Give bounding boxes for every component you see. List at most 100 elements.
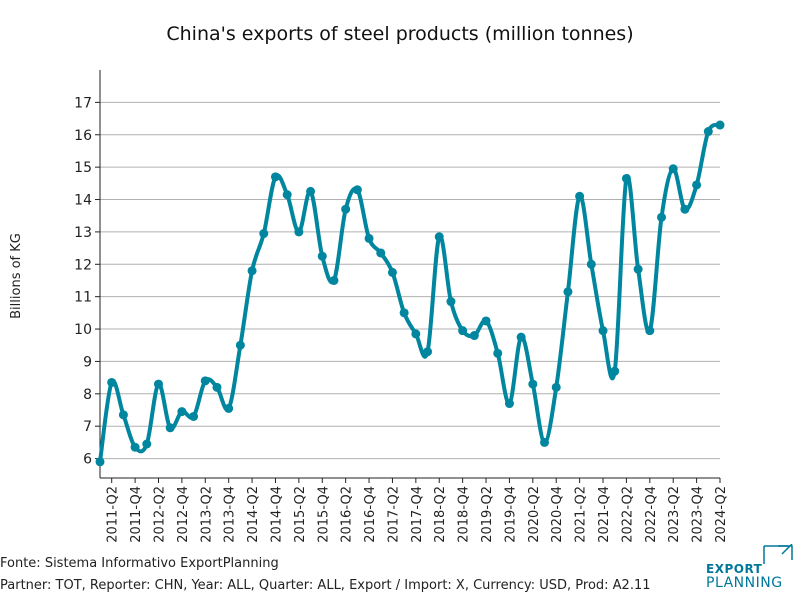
data-point-2015-Q4[interactable] [317, 251, 327, 261]
data-point-2023-Q1[interactable] [657, 212, 667, 222]
data-point-2012-Q4[interactable] [177, 407, 187, 417]
data-point-2022-Q2[interactable] [621, 173, 631, 183]
data-point-2012-Q2[interactable] [153, 379, 163, 389]
x-tick-label-2022-Q2: 2022-Q2 [620, 486, 635, 543]
data-point-2022-Q4[interactable] [645, 326, 655, 336]
data-point-2013-Q1[interactable] [189, 411, 199, 421]
y-tick-label-13: 13 [74, 225, 92, 241]
data-point-2021-Q3[interactable] [586, 259, 596, 269]
data-point-2023-Q2[interactable] [668, 164, 678, 174]
x-tick-label-2015-Q4: 2015-Q4 [316, 486, 331, 543]
data-point-2014-Q3[interactable] [259, 229, 269, 239]
data-point-2021-Q1[interactable] [563, 287, 573, 297]
x-tick-label-2017-Q4: 2017-Q4 [410, 486, 425, 543]
logo-text-export: EXPORT [706, 562, 763, 576]
x-tick-label-2016-Q2: 2016-Q2 [340, 486, 355, 543]
data-point-2020-Q4[interactable] [551, 382, 561, 392]
data-point-2021-Q4[interactable] [598, 326, 608, 336]
data-point-2016-Q1[interactable] [329, 275, 339, 285]
data-point-2022-Q1[interactable] [610, 366, 620, 376]
y-tick-label-16: 16 [74, 128, 92, 144]
data-point-2011-Q3[interactable] [118, 410, 128, 420]
data-point-2020-Q1[interactable] [516, 332, 526, 342]
y-tick-label-7: 7 [83, 419, 92, 435]
data-point-2023-Q3[interactable] [680, 204, 690, 214]
x-tick-label-2011-Q2: 2011-Q2 [106, 486, 121, 543]
gridlines [100, 101, 720, 460]
data-point-2017-Q2[interactable] [387, 267, 397, 277]
x-tick-label-2015-Q2: 2015-Q2 [293, 486, 308, 543]
x-tick-label-2016-Q4: 2016-Q4 [363, 486, 378, 543]
data-point-2011-Q4[interactable] [130, 442, 140, 452]
data-point-2019-Q3[interactable] [493, 348, 503, 358]
x-tick-label-2014-Q4: 2014-Q4 [269, 486, 284, 543]
data-point-2011-Q2[interactable] [107, 377, 117, 387]
data-point-2015-Q3[interactable] [306, 186, 316, 196]
x-tick-label-2023-Q2: 2023-Q2 [667, 486, 682, 543]
y-tick-label-14: 14 [74, 193, 92, 209]
data-point-2013-Q2[interactable] [200, 376, 210, 386]
data-point-2024-Q1[interactable] [703, 127, 713, 137]
data-point-2018-Q1[interactable] [423, 347, 433, 357]
y-tick-label-9: 9 [83, 354, 92, 370]
x-tick-label-2022-Q4: 2022-Q4 [644, 486, 659, 543]
series-exports [95, 120, 725, 467]
data-point-2020-Q2[interactable] [528, 379, 538, 389]
data-point-2012-Q1[interactable] [142, 439, 152, 449]
y-tick-label-11: 11 [74, 290, 92, 306]
x-tick-label-2021-Q2: 2021-Q2 [574, 486, 589, 543]
data-point-2018-Q3[interactable] [446, 297, 456, 307]
data-point-2012-Q3[interactable] [165, 423, 175, 433]
line-chart: China's exports of steel products (milli… [9, 23, 729, 543]
y-axis-ticks: 6 7 8 9 10 11 12 13 14 15 16 17 [74, 95, 100, 468]
x-tick-label-2013-Q2: 2013-Q2 [199, 486, 214, 543]
x-tick-label-2017-Q2: 2017-Q2 [386, 486, 401, 543]
x-tick-label-2020-Q4: 2020-Q4 [550, 486, 565, 543]
axes [99, 70, 720, 479]
x-tick-label-2024-Q2: 2024-Q2 [714, 486, 729, 543]
data-point-2016-Q3[interactable] [352, 185, 362, 195]
data-point-2014-Q1[interactable] [235, 340, 245, 350]
data-point-2014-Q4[interactable] [270, 172, 280, 182]
data-point-2013-Q4[interactable] [224, 403, 234, 413]
query-parameters: Partner: TOT, Reporter: CHN, Year: ALL, … [0, 578, 651, 593]
data-point-2018-Q4[interactable] [458, 326, 468, 336]
exportplanning-logo[interactable]: EXPORT PLANNING [704, 544, 796, 596]
data-point-2024-Q2[interactable] [715, 120, 725, 130]
x-tick-label-2020-Q2: 2020-Q2 [527, 486, 542, 543]
data-point-2011-Q1[interactable] [95, 457, 105, 467]
chart-title: China's exports of steel products (milli… [166, 23, 633, 45]
data-point-2022-Q3[interactable] [633, 264, 643, 274]
data-point-2018-Q2[interactable] [434, 232, 444, 242]
data-point-2016-Q4[interactable] [364, 233, 374, 243]
x-tick-label-2019-Q4: 2019-Q4 [503, 486, 518, 543]
data-point-2021-Q2[interactable] [575, 191, 585, 201]
data-point-2019-Q2[interactable] [481, 316, 491, 326]
x-axis-ticks: 2011-Q2 2011-Q4 2012-Q2 2012-Q4 2013-Q2 2013-… [106, 478, 729, 543]
logo-text-planning: PLANNING [706, 575, 783, 591]
x-tick-label-2018-Q2: 2018-Q2 [433, 486, 448, 543]
data-point-2013-Q3[interactable] [212, 382, 222, 392]
data-point-2015-Q1[interactable] [282, 190, 292, 200]
data-point-2014-Q2[interactable] [247, 266, 257, 276]
x-tick-label-2011-Q4: 2011-Q4 [129, 486, 144, 543]
source-note: Fonte: Sistema Informativo ExportPlannin… [0, 556, 279, 571]
x-tick-label-2013-Q4: 2013-Q4 [223, 486, 238, 543]
data-point-2016-Q2[interactable] [341, 204, 351, 214]
data-point-2019-Q1[interactable] [469, 331, 479, 341]
x-tick-label-2019-Q2: 2019-Q2 [480, 486, 495, 543]
data-point-2017-Q3[interactable] [399, 308, 409, 318]
data-point-2017-Q4[interactable] [411, 329, 421, 339]
data-point-2019-Q4[interactable] [504, 399, 514, 409]
y-tick-label-10: 10 [74, 322, 92, 338]
y-axis-label: Billions of KG [9, 233, 24, 319]
y-tick-label-6: 6 [83, 452, 92, 468]
x-tick-label-2023-Q4: 2023-Q4 [691, 486, 706, 543]
data-point-2015-Q2[interactable] [294, 227, 304, 237]
y-tick-label-15: 15 [74, 160, 92, 176]
data-point-2020-Q3[interactable] [540, 437, 550, 447]
y-tick-label-12: 12 [74, 257, 92, 273]
data-point-2017-Q1[interactable] [376, 248, 386, 258]
data-point-2023-Q4[interactable] [692, 180, 702, 190]
y-tick-label-17: 17 [74, 95, 92, 111]
